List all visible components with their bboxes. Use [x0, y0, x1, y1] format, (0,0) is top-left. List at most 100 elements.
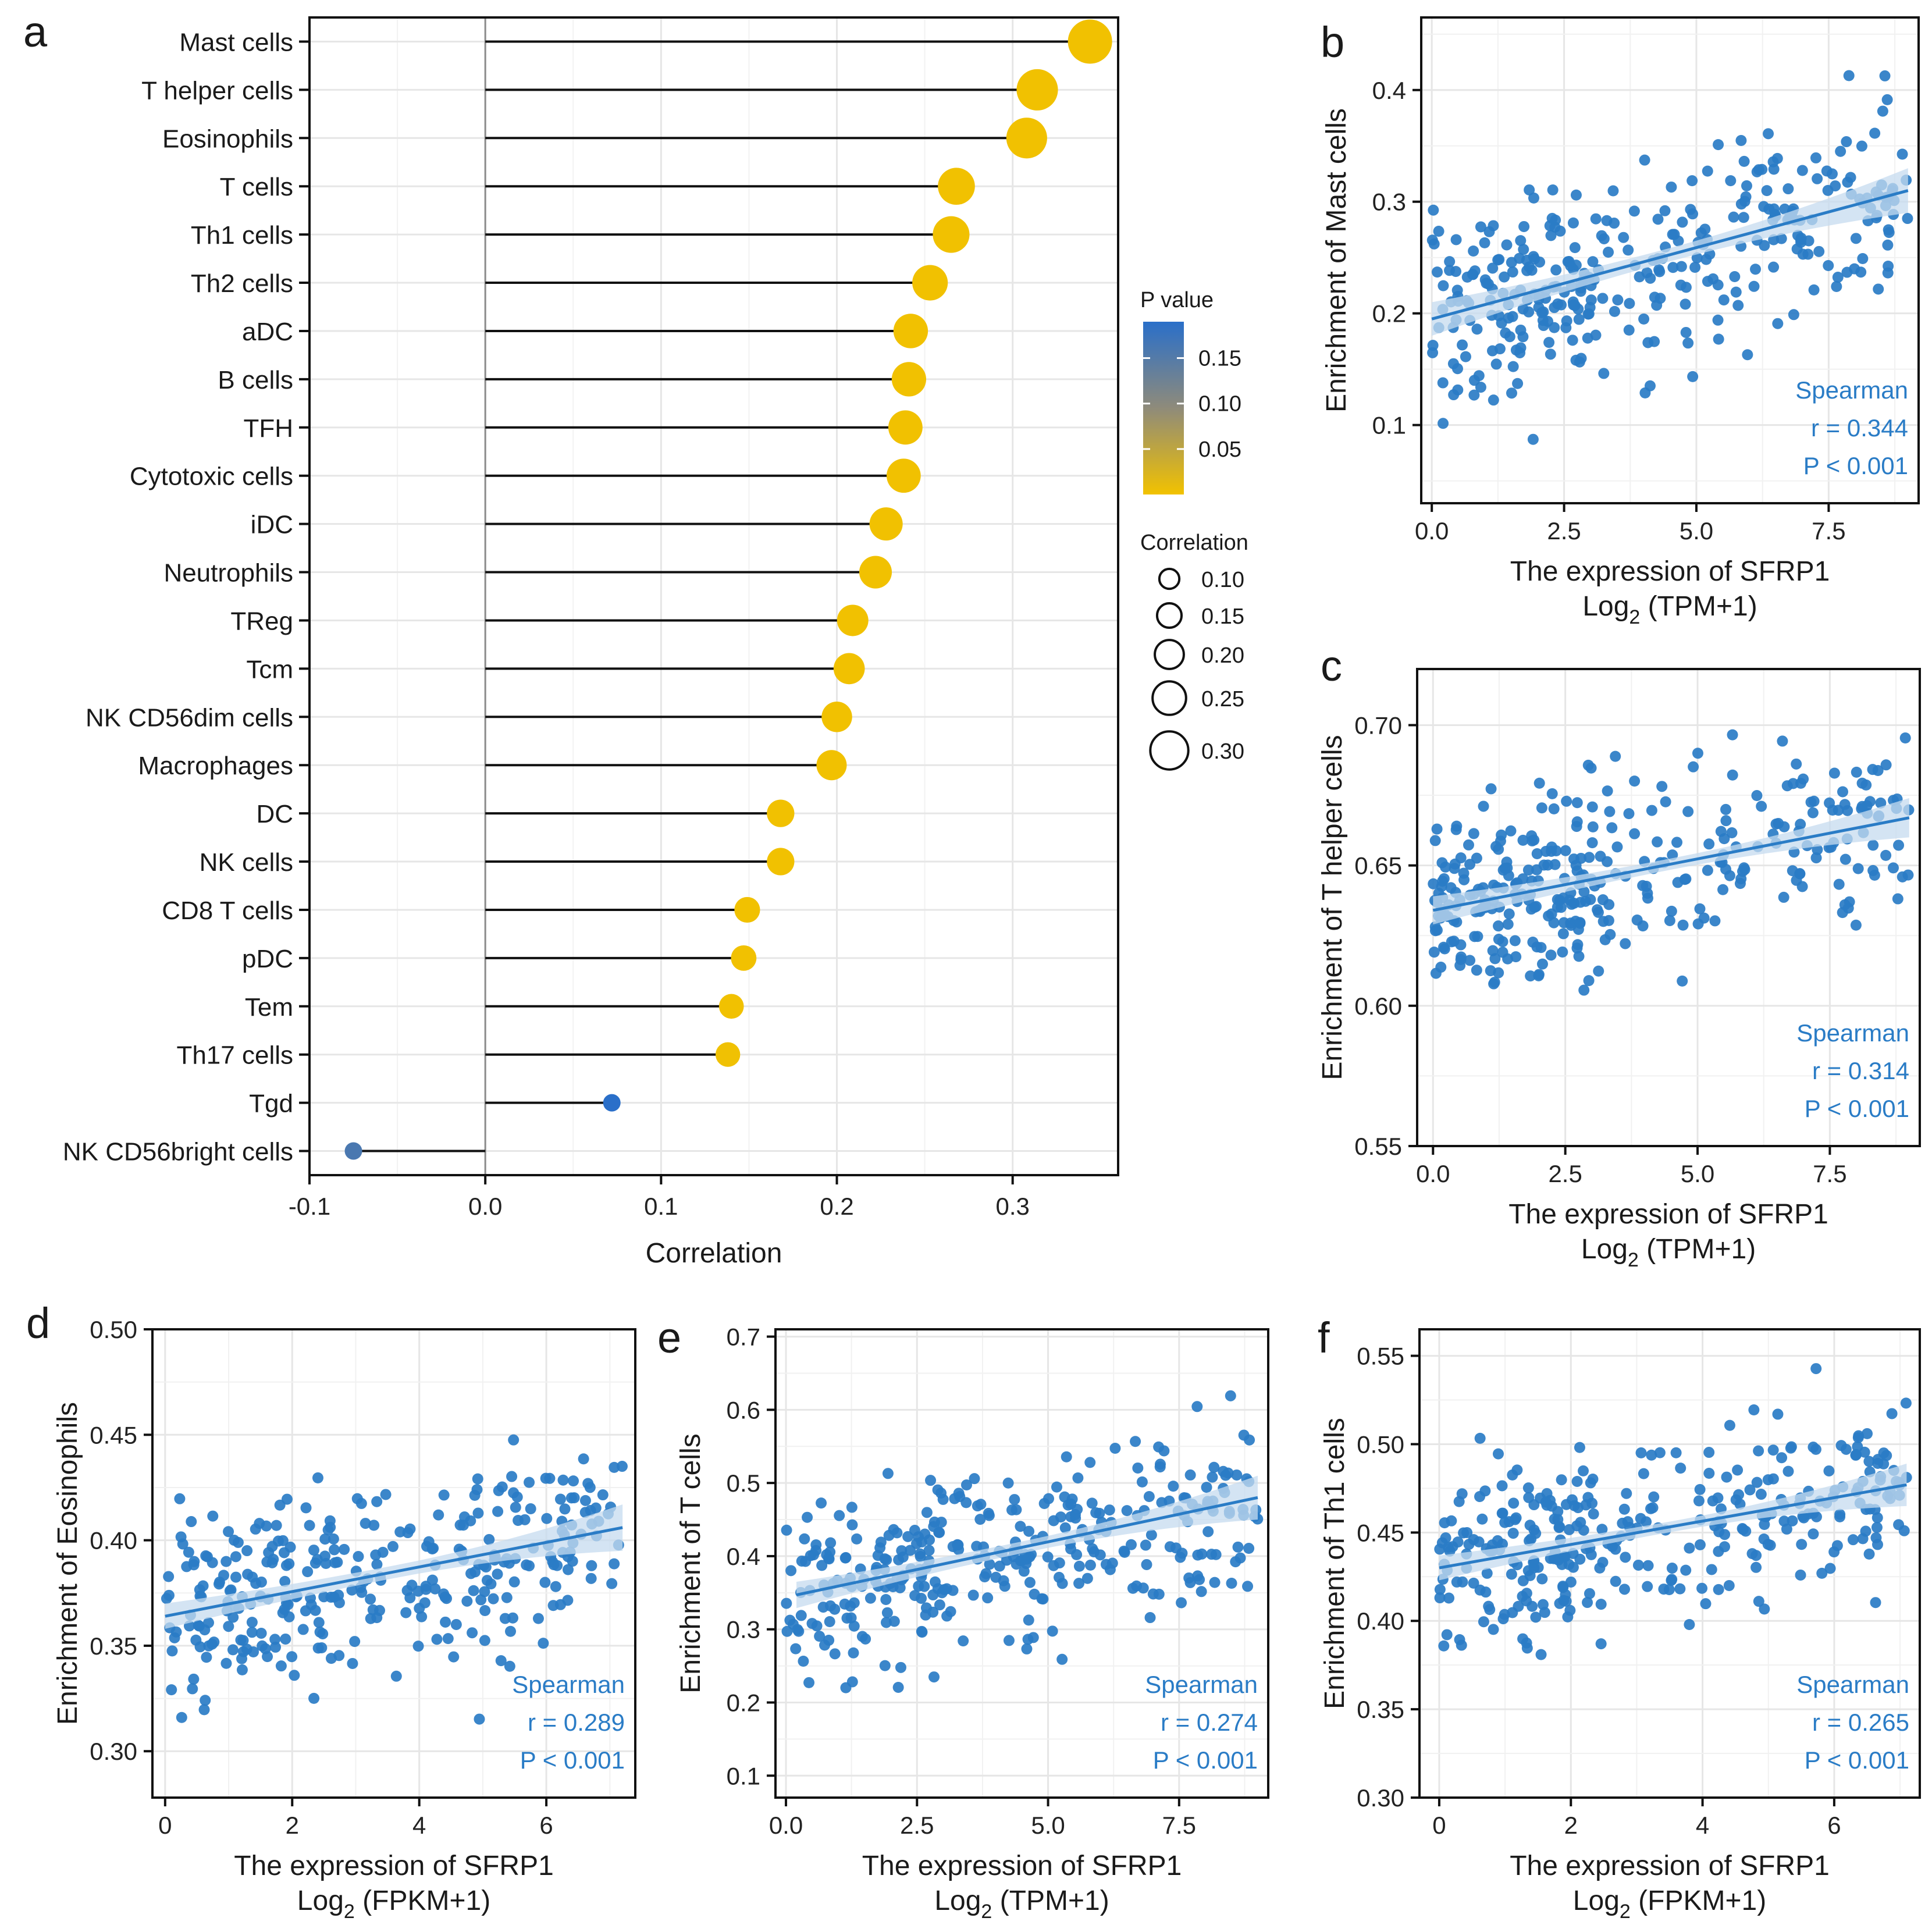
scatter-point	[1882, 239, 1894, 251]
scatter-point	[1718, 833, 1730, 845]
scatter-point	[289, 1670, 300, 1681]
scatter-point	[829, 1648, 841, 1660]
scatter-point	[1446, 1515, 1457, 1527]
scatter-point	[920, 1602, 932, 1614]
scatter-point	[565, 1492, 577, 1504]
lollipop-dot	[912, 265, 948, 301]
scatter-point	[1561, 315, 1572, 327]
scatter-point	[1856, 140, 1867, 152]
scatter-point	[1545, 949, 1557, 961]
scatter-point	[220, 1657, 232, 1669]
lollipop-dot	[603, 1094, 621, 1112]
scatter-point	[1810, 1363, 1822, 1375]
scatter-point	[1808, 1528, 1819, 1540]
scatter-point	[1892, 893, 1903, 905]
category-label: B cells	[218, 366, 293, 394]
scatter-point	[1130, 1436, 1141, 1447]
x-tick-label: 0.0	[1415, 517, 1449, 545]
x-tick-label: 7.5	[1813, 1160, 1846, 1187]
scatter-point	[1437, 377, 1449, 389]
scatter-point	[1504, 331, 1515, 343]
scatter-point	[1127, 1582, 1138, 1594]
scatter-point	[1839, 799, 1851, 810]
scatter-point	[1472, 931, 1483, 942]
scatter-point	[1027, 1632, 1039, 1643]
scatter-point	[1202, 1526, 1214, 1538]
scatter-point	[1582, 332, 1593, 344]
scatter-point	[1646, 1449, 1657, 1461]
scatter-point	[1499, 271, 1510, 283]
scatter-point	[1791, 758, 1802, 770]
scatter-point	[1546, 788, 1558, 799]
scatter-point	[1081, 1572, 1093, 1584]
scatter-point	[799, 1533, 810, 1545]
regression-line	[165, 1526, 623, 1618]
panel-label-e: e	[657, 1314, 681, 1362]
scatter-point	[934, 1599, 945, 1611]
scatter-point	[1451, 916, 1463, 928]
y-tick-label: 0.35	[1357, 1696, 1404, 1723]
scatter-point	[1776, 233, 1787, 244]
scatter-point	[1571, 797, 1583, 809]
scatter-point	[198, 1704, 210, 1716]
scatter-point	[1621, 1488, 1632, 1499]
scatter-point	[1807, 807, 1819, 819]
scatter-point	[1456, 951, 1467, 963]
scatter-point	[1897, 148, 1908, 160]
scatter-point	[816, 1497, 827, 1509]
stat-method: Spearman	[1796, 1671, 1909, 1698]
lollipop-dot	[715, 1042, 741, 1067]
category-label: Eosinophils	[162, 124, 293, 153]
scatter-point	[1563, 1524, 1575, 1535]
scatter-point	[1528, 1562, 1540, 1574]
scatter-point	[795, 1610, 807, 1621]
x-axis-subtitle-unit: (TPM+1)	[992, 1885, 1109, 1916]
scatter-point	[823, 1552, 834, 1564]
scatter-point	[1724, 1419, 1735, 1431]
scatter-point	[1603, 246, 1614, 258]
scatter-point	[1741, 180, 1752, 191]
scatter-point	[1432, 266, 1443, 278]
x-tick-label: 2.5	[900, 1812, 934, 1839]
scatter-point	[1485, 783, 1497, 795]
scatter-point	[1693, 1495, 1705, 1507]
scatter-point	[1787, 1515, 1798, 1527]
scatter-point	[941, 1610, 953, 1622]
scatter-point	[365, 1593, 376, 1605]
scatter-point	[1824, 797, 1835, 809]
scatter-point	[1545, 230, 1557, 241]
panel-f: f 0 2 4 6 0.30 0.35 0.40 0.45 0.50 0.55 The express…	[1318, 1314, 1921, 1923]
scatter-point	[280, 1560, 292, 1571]
scatter-point	[1880, 759, 1892, 771]
scatter-point	[1567, 335, 1578, 346]
size-legend-circle	[1149, 730, 1190, 771]
scatter-point	[1476, 1513, 1488, 1525]
stat-r: r = 0.265	[1812, 1709, 1909, 1736]
scatter-point	[1717, 884, 1729, 895]
scatter-point	[585, 1572, 597, 1584]
scatter-point	[1812, 844, 1823, 856]
scatter-point	[845, 1612, 857, 1624]
scatter-point	[1560, 845, 1571, 856]
scatter-point	[1893, 839, 1905, 851]
stat-p: P < 0.001	[520, 1746, 625, 1774]
scatter-point	[1694, 903, 1706, 915]
scatter-point	[1762, 1474, 1774, 1486]
scatter-point	[1813, 245, 1825, 257]
scatter-point	[1719, 1529, 1731, 1540]
scatter-point	[1580, 1499, 1592, 1511]
scatter-point	[562, 1595, 574, 1606]
scatter-point	[883, 1529, 895, 1541]
scatter-point	[1243, 1543, 1255, 1554]
scatter-point	[982, 1592, 994, 1604]
scatter-point	[1059, 1522, 1071, 1533]
scatter-point	[1534, 256, 1546, 268]
scatter-point	[1072, 1472, 1084, 1484]
scatter-point	[1688, 761, 1699, 773]
scatter-point	[1610, 750, 1621, 762]
scatter-point	[1444, 265, 1456, 276]
scatter-point	[390, 1670, 402, 1682]
category-label: NK CD56dim cells	[86, 703, 293, 732]
scatter-point	[241, 1545, 253, 1557]
x-axis-subtitle-unit: (TPM+1)	[1640, 591, 1757, 622]
